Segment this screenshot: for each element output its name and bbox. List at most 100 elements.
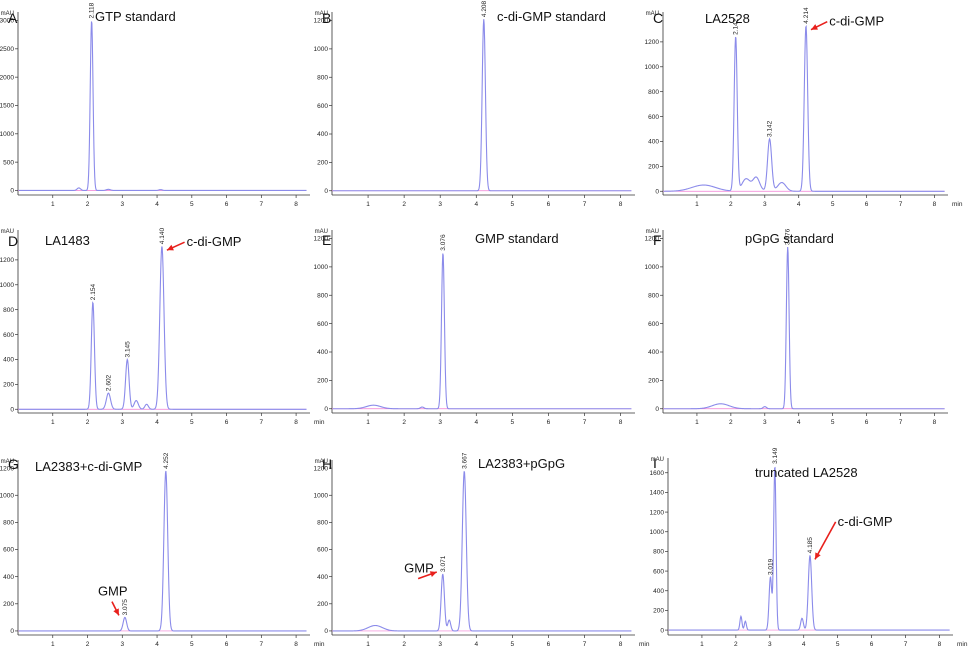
x-tick-label: 4: [155, 419, 159, 426]
y-unit-label: mAU: [315, 459, 328, 465]
chart-title: pGpG standard: [745, 231, 834, 246]
x-tick-label: 6: [870, 641, 874, 648]
x-tick-label: 1: [695, 201, 699, 208]
x-tick-label: 7: [583, 201, 587, 208]
y-tick-label: 0: [655, 406, 659, 413]
x-tick-label: 1: [366, 419, 370, 426]
y-unit-label: mAU: [1, 11, 14, 17]
x-tick-label: 4: [155, 641, 159, 648]
x-tick-label: 3: [438, 201, 442, 208]
x-tick-label: 5: [511, 201, 515, 208]
x-tick-label: 7: [260, 419, 264, 426]
annotation-label: c-di-GMP: [829, 14, 884, 29]
series-trace: [332, 19, 632, 192]
annotation-arrowhead: [814, 552, 821, 560]
y-tick-label: 1000: [0, 131, 14, 138]
annotation-arrowhead: [166, 244, 174, 251]
x-tick-label: 8: [294, 641, 298, 648]
series-trace: [18, 246, 307, 410]
x-tick-label: 7: [899, 419, 903, 426]
x-tick-label: 3: [763, 201, 767, 208]
panel-letter: E: [322, 232, 331, 248]
y-tick-label: 600: [648, 114, 659, 121]
y-tick-label: 800: [3, 520, 14, 527]
chart-title: GMP standard: [475, 231, 559, 246]
x-tick-label: 7: [583, 641, 587, 648]
y-tick-label: 1000: [0, 492, 14, 499]
peak-label: 2.154: [90, 284, 97, 301]
y-tick-label: 1200: [314, 465, 329, 472]
y-tick-label: 1200: [314, 236, 329, 243]
x-tick-label: 1: [51, 201, 55, 208]
y-tick-label: 1200: [645, 39, 660, 46]
y-tick-label: 1400: [650, 490, 665, 497]
peak-label: 3.076: [440, 234, 447, 251]
x-tick-label: 6: [547, 419, 551, 426]
y-tick-label: 1200: [645, 236, 660, 243]
x-tick-label: 2: [86, 641, 90, 648]
y-tick-label: 1000: [314, 264, 329, 271]
series-trace: [18, 21, 307, 192]
y-unit-label: mAU: [1, 229, 14, 235]
y-tick-label: 200: [3, 382, 14, 389]
y-tick-label: 600: [317, 103, 328, 110]
y-tick-label: 800: [648, 89, 659, 96]
series-trace: [332, 471, 632, 632]
x-unit-label: min: [314, 641, 325, 648]
x-tick-label: 5: [836, 641, 840, 648]
x-tick-label: 6: [225, 419, 229, 426]
y-unit-label: mAU: [1, 459, 14, 465]
y-tick-label: 0: [10, 628, 14, 635]
y-tick-label: 2500: [0, 46, 14, 53]
x-tick-label: 6: [547, 641, 551, 648]
x-tick-label: 1: [366, 201, 370, 208]
y-tick-label: 1000: [0, 282, 14, 289]
x-tick-label: 3: [768, 641, 772, 648]
x-tick-label: 5: [831, 201, 835, 208]
y-tick-label: 400: [648, 139, 659, 146]
x-tick-label: 5: [190, 419, 194, 426]
peak-label: 2.142: [733, 18, 740, 35]
y-unit-label: mAU: [646, 11, 659, 17]
y-unit-label: mAU: [315, 11, 328, 17]
y-tick-label: 400: [648, 349, 659, 356]
annotation-arrowhead: [429, 571, 437, 577]
x-tick-label: 8: [938, 641, 942, 648]
peak-label: 3.142: [767, 120, 774, 137]
x-tick-label: 4: [474, 641, 478, 648]
x-tick-label: 4: [802, 641, 806, 648]
chart-title: c-di-GMP standard: [497, 9, 606, 24]
x-tick-label: 1: [51, 419, 55, 426]
x-tick-label: 8: [294, 201, 298, 208]
peak-label: 3.149: [772, 447, 779, 464]
y-tick-label: 400: [653, 588, 664, 595]
series-trace: [663, 24, 945, 192]
y-unit-label: mAU: [651, 457, 664, 463]
x-tick-label: 5: [511, 419, 515, 426]
x-unit-label: min: [314, 419, 325, 426]
x-tick-label: 8: [619, 201, 623, 208]
x-tick-label: 4: [474, 201, 478, 208]
series-trace: [332, 253, 632, 410]
y-tick-label: 600: [3, 332, 14, 339]
y-tick-label: 1000: [314, 46, 329, 53]
x-tick-label: 2: [402, 201, 406, 208]
x-tick-label: 3: [120, 419, 124, 426]
x-unit-label: min: [952, 201, 963, 208]
y-tick-label: 0: [660, 627, 664, 634]
x-unit-label: min: [957, 641, 968, 648]
y-tick-label: 200: [648, 378, 659, 385]
x-tick-label: 6: [865, 419, 869, 426]
x-tick-label: 8: [619, 641, 623, 648]
x-tick-label: 5: [190, 201, 194, 208]
y-tick-label: 200: [317, 601, 328, 608]
y-tick-label: 1000: [650, 529, 665, 536]
peak-label: 4.214: [803, 7, 810, 24]
x-tick-label: 7: [260, 201, 264, 208]
x-tick-label: 6: [865, 201, 869, 208]
